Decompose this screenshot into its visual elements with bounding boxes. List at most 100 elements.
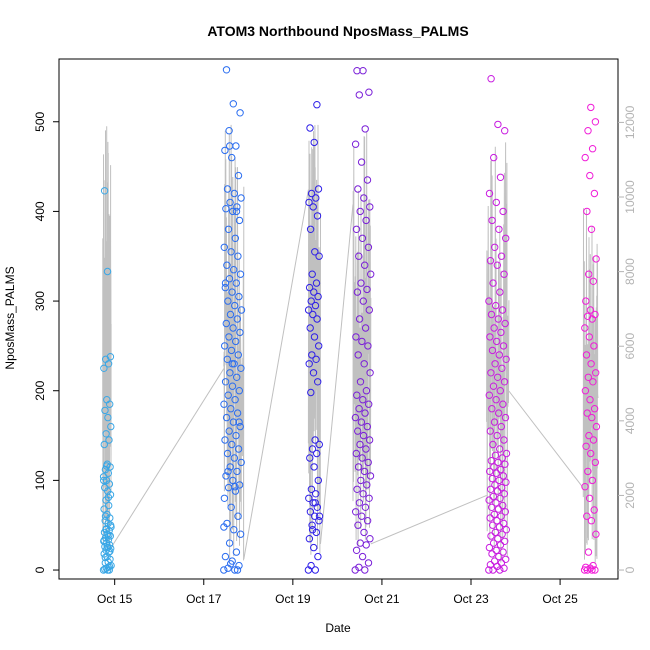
altitude-transit-5 (508, 390, 584, 489)
data-point (310, 288, 318, 296)
data-point (502, 355, 510, 363)
data-point (225, 333, 233, 341)
data-point (232, 548, 241, 556)
data-point (232, 431, 240, 440)
data-point (314, 476, 322, 485)
data-point (486, 467, 494, 476)
data-point (366, 203, 374, 211)
data-point (494, 315, 502, 323)
data-point (228, 360, 237, 368)
data-point (357, 279, 365, 287)
data-point (589, 561, 597, 570)
data-point (100, 364, 108, 372)
data-point (485, 496, 493, 504)
data-point (489, 539, 498, 547)
data-point (498, 364, 506, 372)
data-point (230, 189, 239, 198)
data-point (310, 543, 318, 552)
data-point (365, 306, 373, 314)
data-point (494, 505, 503, 513)
data-point (361, 125, 369, 133)
data-point (229, 207, 237, 216)
data-point (311, 301, 320, 310)
data-point (223, 449, 232, 458)
data-point (307, 561, 315, 570)
data-point (305, 283, 314, 292)
data-point (499, 501, 507, 510)
data-point (306, 454, 314, 462)
data-point (231, 483, 239, 491)
data-point (591, 458, 599, 467)
data-point (227, 346, 236, 355)
data-point (222, 413, 231, 422)
data-point (591, 310, 599, 319)
data-point (236, 109, 244, 117)
data-point (499, 472, 507, 480)
data-point (235, 292, 243, 301)
data-point (485, 391, 493, 399)
data-point (491, 481, 499, 489)
data-point (581, 483, 589, 491)
data-point (235, 418, 243, 426)
data-point (237, 364, 245, 372)
data-point (591, 566, 599, 574)
data-point (587, 103, 595, 112)
data-point (223, 355, 232, 363)
data-point (582, 563, 590, 571)
data-point (498, 454, 506, 462)
data-point (231, 234, 240, 243)
data-point (236, 422, 244, 431)
data-point (226, 198, 234, 207)
data-point (307, 297, 315, 305)
data-point (495, 409, 503, 417)
data-point (491, 360, 499, 368)
data-point (588, 566, 596, 574)
data-point (366, 535, 374, 543)
data-point (359, 396, 367, 404)
data-point (590, 405, 599, 413)
data-point (231, 301, 239, 310)
x-axis-label: Date (325, 621, 351, 635)
data-point (314, 378, 322, 386)
data-point (352, 508, 360, 516)
data-point (315, 342, 323, 350)
data-point (355, 252, 363, 260)
data-point (501, 460, 509, 468)
data-point (354, 521, 362, 529)
data-point (233, 566, 242, 574)
data-point (487, 310, 496, 319)
data-point (220, 400, 228, 408)
data-point (312, 355, 320, 363)
data-point (233, 467, 241, 476)
data-point (228, 288, 236, 296)
data-point (229, 100, 238, 108)
data-point (307, 189, 316, 198)
x-tick-label: Oct 21 (364, 592, 400, 606)
data-point (485, 297, 493, 305)
data-point (105, 436, 113, 444)
data-point (100, 476, 108, 485)
data-point (488, 474, 496, 483)
data-point (591, 118, 600, 126)
data-point (306, 225, 315, 234)
data-point (358, 512, 366, 520)
data-point (310, 333, 319, 341)
data-point (306, 124, 314, 132)
data-point (308, 270, 316, 278)
data-point (102, 430, 110, 438)
data-point (592, 255, 600, 263)
data-point (496, 173, 505, 182)
data-point (361, 503, 370, 511)
data-point (234, 512, 242, 520)
data-point (312, 279, 321, 287)
data-point (353, 391, 361, 399)
data-point (501, 413, 510, 422)
data-point (103, 267, 112, 276)
data-point (502, 234, 510, 243)
altitude-segment-6 (582, 208, 599, 563)
data-point (496, 494, 504, 502)
data-point (500, 270, 508, 278)
data-point (100, 536, 108, 545)
y-tick-label: 100 (33, 470, 47, 490)
